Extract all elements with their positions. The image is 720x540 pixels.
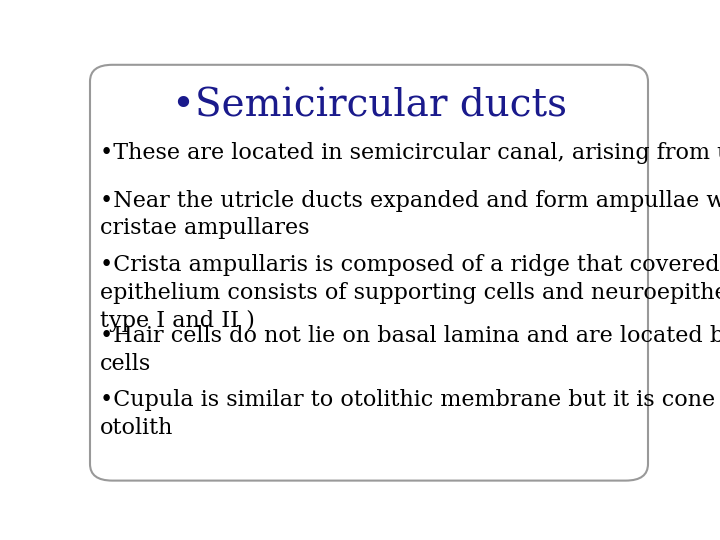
FancyBboxPatch shape	[90, 65, 648, 481]
Text: •Near the utricle ducts expanded and form ampullae which are contain
cristae amp: •Near the utricle ducts expanded and for…	[100, 190, 720, 240]
Text: •Cupula is similar to otolithic membrane but it is cone shape and has not
otolit: •Cupula is similar to otolithic membrane…	[100, 389, 720, 439]
Text: •Crista ampullaris is composed of a ridge that covered by sensory
epithelium con: •Crista ampullaris is composed of a ridg…	[100, 254, 720, 332]
Text: •Semicircular ducts: •Semicircular ducts	[171, 87, 567, 125]
Text: •Hair cells do not lie on basal lamina and are located between supporting
cells: •Hair cells do not lie on basal lamina a…	[100, 325, 720, 375]
Text: •These are located in semicircular canal, arising from utricle: •These are located in semicircular canal…	[100, 141, 720, 164]
